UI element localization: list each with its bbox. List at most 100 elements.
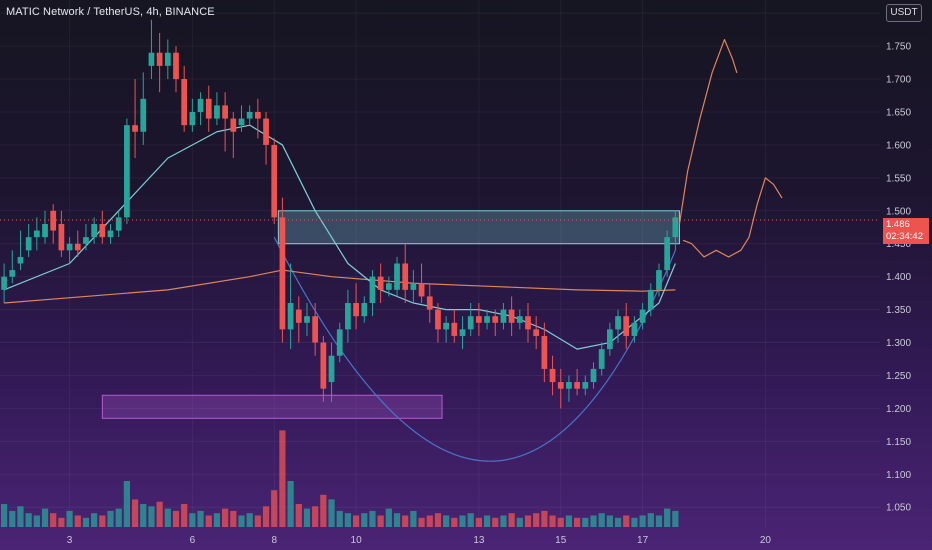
last-price-tag: 1.486 02:34:42 [883,218,929,244]
price-tick-label: 1.350 [886,305,911,316]
candle-body [205,98,212,119]
candle-body [566,382,572,389]
volume-bar [492,517,499,527]
candle-body [631,322,638,336]
volume-bar [614,517,622,527]
candle-body [279,217,286,330]
volume-bar [549,515,556,527]
candle-body [336,329,343,356]
volume-bar [672,510,679,527]
volume-bar [410,510,417,527]
candle-body [181,79,188,126]
candle-body [230,118,237,132]
candle-body [124,125,130,218]
volume-bar [328,499,335,527]
price-tick-label: 1.150 [886,437,911,448]
candle-body [615,316,621,330]
candle-body [254,111,261,119]
volume-bar [385,508,392,527]
candle-body [394,263,400,290]
candle-body [214,105,220,119]
volume-bar [336,510,343,527]
candle-body [582,382,589,389]
last-price-value: 1.486 [886,219,910,230]
candle-body [132,125,138,132]
candle-body [476,316,482,323]
volume-bar [541,510,548,527]
volume-bar [508,513,515,527]
volume-bar [99,515,106,527]
volume-bar [312,506,319,527]
price-tick-label: 1.550 [886,173,911,184]
candle-body [508,309,515,323]
volume-bar [557,517,564,527]
volume-bar [590,515,597,527]
candle-body [484,316,490,323]
candle-body [574,382,580,389]
volume-bar [279,430,286,527]
price-tick-label: 1.250 [886,371,911,382]
candle-body [148,52,155,66]
volume-bar [123,481,130,527]
candle-body [492,316,499,323]
projection-drawing [678,38,738,225]
volume-bar [598,513,605,527]
volume-bar [205,515,212,527]
candle-body [410,283,417,290]
price-tick-label: 1.600 [886,140,911,151]
candle-body [271,144,278,218]
volume-bar [66,510,73,527]
candle-body [606,329,613,350]
volume-bar [565,515,573,527]
volume-bar [9,510,16,527]
candle-body [238,118,245,126]
candle-body [664,237,671,271]
candle-body [25,237,32,251]
date-tick-label: 3 [67,535,73,546]
volume-bar [459,515,466,527]
candle-body [33,230,40,238]
candle-body [623,316,630,336]
currency-label[interactable]: USDT [886,4,922,22]
volume-bar [344,513,352,527]
date-tick-label: 17 [637,535,649,546]
candle-body [385,283,392,290]
volume-bar [606,515,613,527]
resistance-zone [277,210,680,245]
volume-bar [402,515,409,527]
candle-body [263,118,269,145]
volume-bar [172,510,180,527]
candle-body [83,237,89,244]
candle-body [443,322,450,330]
candle-body [656,270,662,290]
volume-bar [82,517,90,527]
candle-body [58,223,65,251]
volume-bar [140,504,147,527]
candle-body [91,223,98,238]
candle-body [598,349,605,369]
volume-bar [148,506,155,527]
volume-bar [213,513,221,527]
candle-body [435,309,441,330]
volume-bar [58,517,65,527]
date-tick-label: 15 [555,535,567,546]
volume-bar [443,515,450,527]
candle-body [115,217,122,231]
volume-bar [500,515,507,527]
volume-bar [189,513,196,527]
volume-bar [582,517,589,527]
candle-body [549,368,556,383]
volume-bar [246,513,253,527]
volume-bar [287,481,294,527]
candle-body [304,316,310,323]
candle-body [369,276,376,304]
volume-bar [0,504,8,527]
volume-bar [418,517,425,527]
volume-bar [197,510,204,527]
volume-bar [164,508,171,527]
candle-body [222,105,228,119]
candle-countdown: 02:34:42 [886,231,923,242]
candle-body [17,256,24,264]
candle-body [590,368,597,383]
